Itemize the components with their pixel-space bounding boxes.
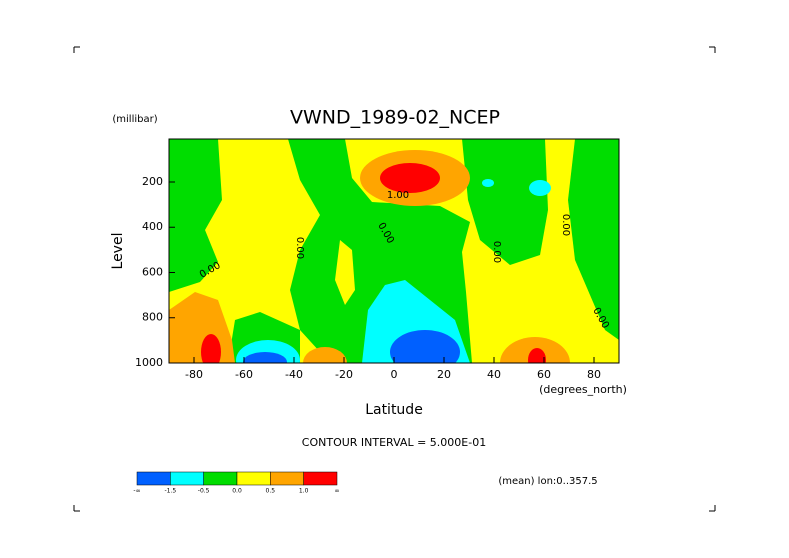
y-axis-label: Level bbox=[110, 233, 126, 270]
x-axis-label: Latitude bbox=[365, 402, 423, 418]
x-unit: (degrees_north) bbox=[539, 383, 627, 396]
colorbar-label: 1.0 bbox=[299, 488, 309, 495]
y-tick-label: 800 bbox=[142, 311, 163, 324]
x-tick-label: -40 bbox=[285, 368, 303, 381]
y-unit: (millibar) bbox=[112, 114, 157, 125]
colorbar-label: -1.5 bbox=[164, 488, 176, 495]
colorbar-box bbox=[236, 471, 271, 486]
contour-fill bbox=[568, 139, 619, 340]
contour-fill bbox=[243, 352, 287, 363]
contour-fill bbox=[390, 330, 460, 363]
colorbar-box bbox=[270, 471, 304, 486]
corner-marks bbox=[73, 46, 716, 512]
x-tick-label: 40 bbox=[487, 368, 501, 381]
contour-fill bbox=[169, 139, 222, 292]
contour-label: 0.00 bbox=[560, 214, 571, 236]
x-tick-label: 20 bbox=[437, 368, 451, 381]
colorbar-box bbox=[170, 471, 204, 486]
colorbar-box bbox=[303, 471, 338, 486]
x-tick-label: 0 bbox=[391, 368, 398, 381]
contour-fill bbox=[482, 179, 494, 187]
x-tick-label: -20 bbox=[335, 368, 353, 381]
contour-fill bbox=[462, 139, 548, 265]
contour-fill bbox=[380, 163, 440, 193]
contour-fill bbox=[529, 180, 551, 196]
x-tick-label: 60 bbox=[537, 368, 551, 381]
chart-title: VWND_1989-02_NCEP bbox=[290, 107, 500, 129]
contour-field bbox=[169, 139, 619, 363]
contour-interval: CONTOUR INTERVAL = 5.000E-01 bbox=[302, 436, 486, 449]
contour-fill bbox=[303, 347, 347, 363]
y-tick-label: 400 bbox=[142, 220, 163, 233]
contour-label: 0.00 bbox=[491, 241, 502, 263]
colorbar-label: -∞ bbox=[133, 488, 140, 495]
contour-label: 1.00 bbox=[387, 190, 409, 201]
colorbar-label: -0.5 bbox=[198, 488, 210, 495]
footnote: (mean) lon:0..357.5 bbox=[498, 476, 597, 487]
x-tick-label: 80 bbox=[587, 368, 601, 381]
colorbar-label: 0.5 bbox=[266, 488, 276, 495]
x-tick-label: -60 bbox=[235, 368, 253, 381]
x-tick-label: -80 bbox=[185, 368, 203, 381]
colorbar-box bbox=[136, 471, 171, 486]
y-tick-label: 200 bbox=[142, 175, 163, 188]
colorbar-label: 0.0 bbox=[232, 488, 242, 495]
contour-fill bbox=[201, 334, 221, 363]
colorbar-box bbox=[203, 471, 238, 486]
contour-label: 0.00 bbox=[294, 237, 305, 259]
contour-fill bbox=[335, 240, 355, 305]
y-tick-label: 1000 bbox=[135, 356, 163, 369]
y-tick-label: 600 bbox=[142, 265, 163, 278]
colorbar-label: ∞ bbox=[335, 488, 340, 495]
contour-fill bbox=[528, 348, 546, 363]
